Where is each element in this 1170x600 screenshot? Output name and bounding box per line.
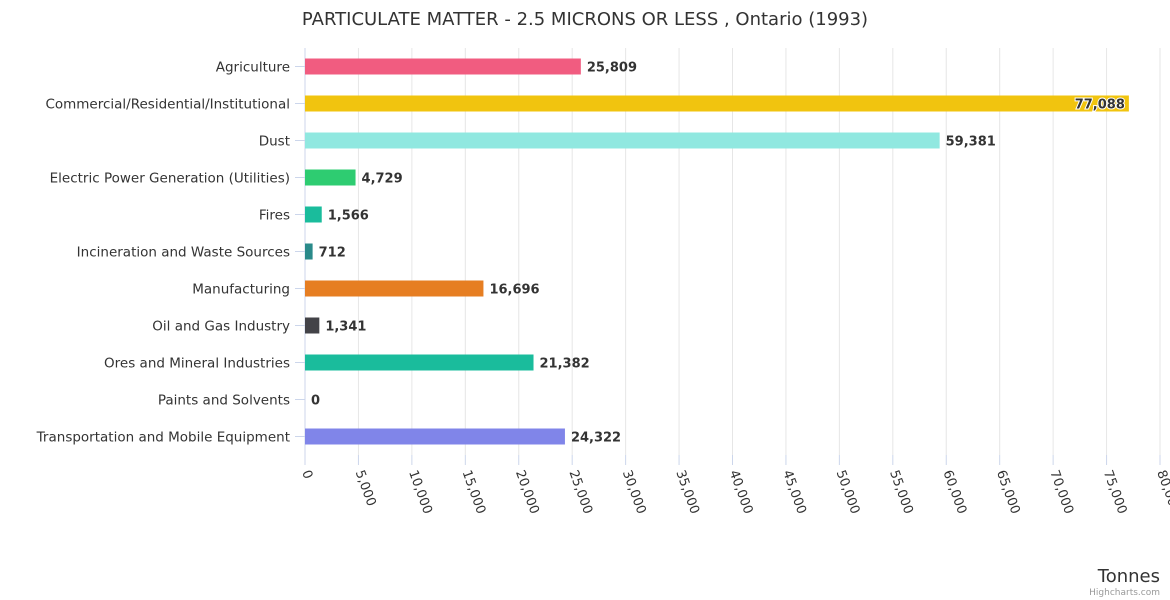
value-axis-ticks: 0 5,000 10,000 15,000 20,000 25,000 30,000 35,0… xyxy=(298,455,1170,516)
category-labels: Agriculture Commercial/Residential/Instit… xyxy=(36,60,305,446)
bar[interactable] xyxy=(305,58,581,75)
data-label: 0 xyxy=(311,394,320,409)
bar[interactable] xyxy=(305,206,322,223)
category-label: Ores and Mineral Industries xyxy=(104,356,290,372)
tick-label: 0 xyxy=(298,468,315,481)
tick-label: 40,000 xyxy=(726,468,756,516)
bar[interactable] xyxy=(305,428,565,445)
bar[interactable] xyxy=(305,280,484,297)
data-label: 712 xyxy=(319,246,346,261)
category-label: Agriculture xyxy=(216,60,290,76)
credits-link[interactable]: Highcharts.com xyxy=(1089,588,1160,598)
data-label: 1,341 xyxy=(325,320,366,335)
category-label: Incineration and Waste Sources xyxy=(77,245,290,261)
tick-label: 30,000 xyxy=(619,468,649,516)
category-label: Oil and Gas Industry xyxy=(152,319,290,335)
category-label: Transportation and Mobile Equipment xyxy=(36,430,290,446)
tick-label: 5,000 xyxy=(352,468,379,508)
data-label: 25,809 xyxy=(587,61,637,76)
tick-label: 80,000 xyxy=(1153,468,1170,516)
bar[interactable] xyxy=(305,95,1129,112)
data-label: 77,088 xyxy=(1075,98,1125,113)
bar[interactable] xyxy=(305,169,356,186)
category-label: Electric Power Generation (Utilities) xyxy=(50,171,290,187)
data-label: 4,729 xyxy=(362,172,403,187)
tick-label: 20,000 xyxy=(512,468,542,516)
tick-label: 75,000 xyxy=(1100,468,1130,516)
tick-label: 70,000 xyxy=(1046,468,1076,516)
data-labels: 25,809 77,088 59,381 4,729 1,566 712 16,696 1,3… xyxy=(311,61,1126,446)
tick-label: 15,000 xyxy=(459,468,489,516)
tick-label: 60,000 xyxy=(939,468,969,516)
tick-label: 55,000 xyxy=(886,468,916,516)
category-label: Commercial/Residential/Institutional xyxy=(45,97,290,113)
tick-label: 45,000 xyxy=(779,468,809,516)
bar[interactable] xyxy=(305,243,313,260)
data-label: 16,696 xyxy=(489,283,539,298)
chart-title: PARTICULATE MATTER - 2.5 MICRONS OR LESS… xyxy=(302,9,868,30)
bars xyxy=(305,58,1129,445)
bar[interactable] xyxy=(305,317,320,334)
data-label: 59,381 xyxy=(946,135,996,150)
value-axis-title: Tonnes xyxy=(1097,566,1160,587)
tick-label: 25,000 xyxy=(565,468,595,516)
tick-label: 10,000 xyxy=(405,468,435,516)
data-label: 1,566 xyxy=(328,209,369,224)
data-label: 24,322 xyxy=(571,431,621,446)
tick-label: 35,000 xyxy=(672,468,702,516)
category-label: Manufacturing xyxy=(192,282,290,298)
bar[interactable] xyxy=(305,132,940,149)
category-label: Dust xyxy=(259,134,290,150)
tick-label: 50,000 xyxy=(833,468,863,516)
category-label: Fires xyxy=(259,208,290,224)
data-label: 21,382 xyxy=(540,357,590,372)
tick-label: 65,000 xyxy=(993,468,1023,516)
bar[interactable] xyxy=(305,354,534,371)
category-label: Paints and Solvents xyxy=(158,393,290,409)
